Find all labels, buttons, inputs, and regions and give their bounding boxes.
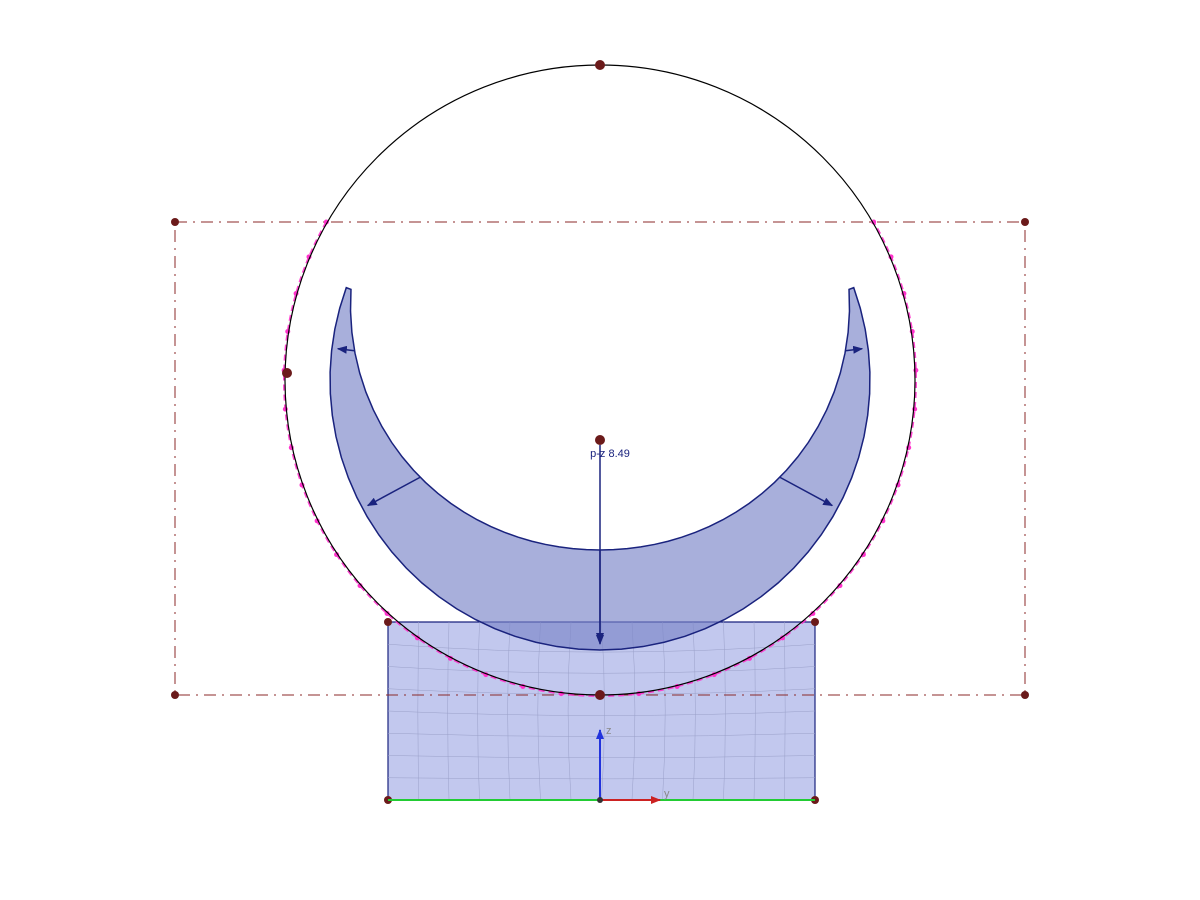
control-point[interactable] [595,435,605,445]
diagram-canvas: p-z 8.49 z y [0,0,1200,900]
control-point[interactable] [595,60,605,70]
svg-text:y: y [664,788,670,800]
control-point[interactable] [282,368,292,378]
hydrostatic-load [330,288,870,650]
control-point[interactable] [595,690,605,700]
svg-text:z: z [606,725,612,737]
load-value-label: p-z 8.49 [590,448,630,460]
